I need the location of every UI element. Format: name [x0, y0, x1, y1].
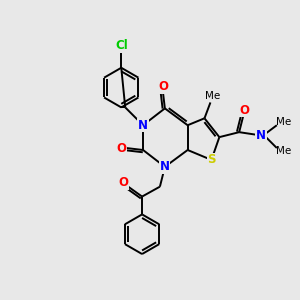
Text: N: N [138, 119, 148, 132]
Text: O: O [158, 80, 168, 93]
Text: Me: Me [276, 146, 291, 156]
Text: N: N [160, 160, 170, 173]
Text: Cl: Cl [115, 40, 128, 52]
Text: O: O [116, 142, 126, 154]
Text: Me: Me [276, 117, 291, 127]
Text: O: O [239, 104, 249, 117]
Text: O: O [118, 176, 128, 189]
Text: N: N [256, 129, 266, 142]
Text: S: S [207, 153, 216, 167]
Text: Me: Me [205, 91, 220, 100]
